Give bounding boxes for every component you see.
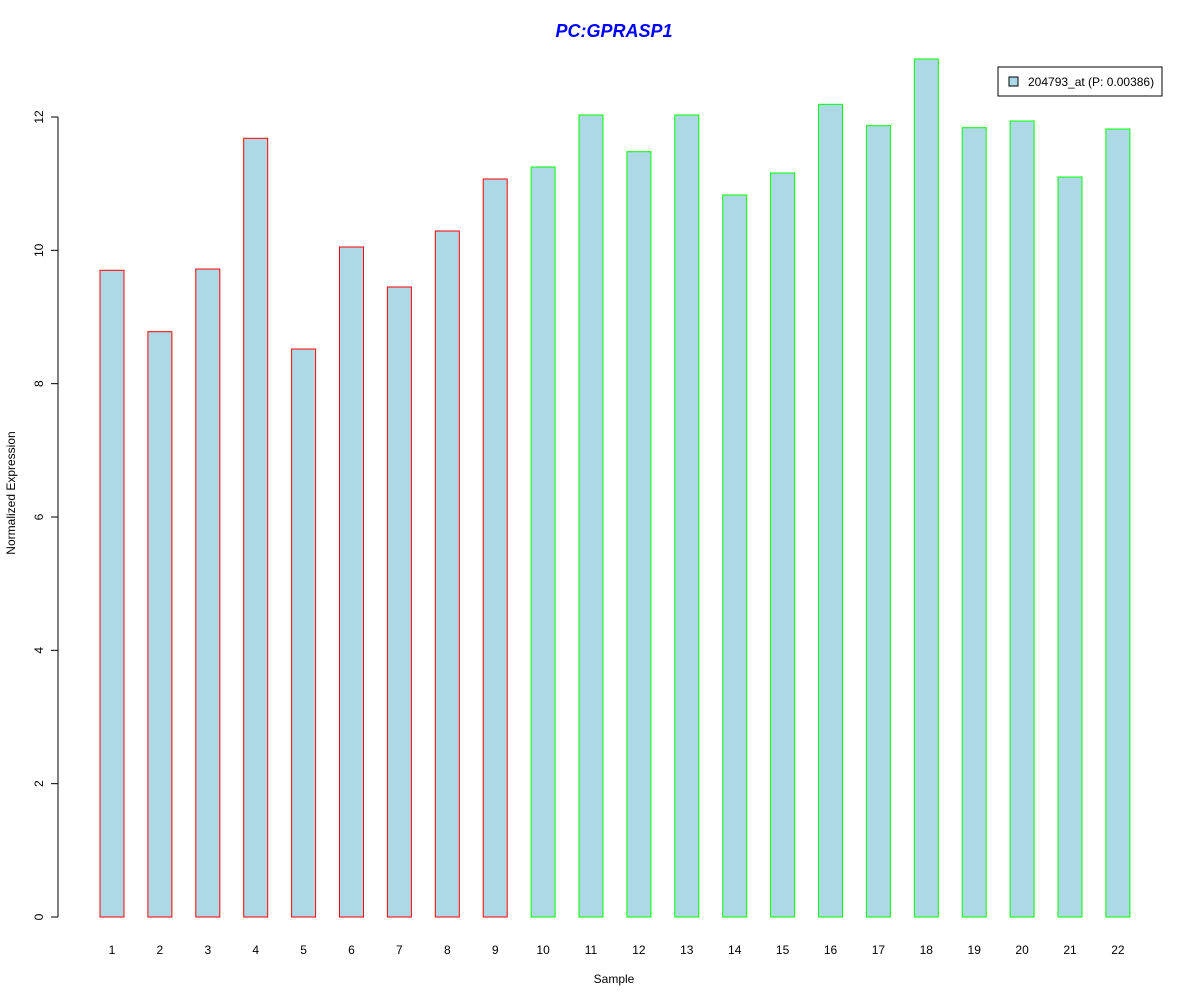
x-tick-label: 12: [632, 943, 646, 957]
x-tick-label: 1: [109, 943, 116, 957]
bar: [770, 172, 796, 918]
bar: [1057, 176, 1083, 918]
x-axis-title: Sample: [594, 972, 635, 986]
x-tick-label: 21: [1063, 943, 1077, 957]
x-tick-label: 10: [536, 943, 550, 957]
bar: [1105, 128, 1131, 918]
bar: [99, 269, 125, 918]
x-tick-label: 17: [872, 943, 886, 957]
bar: [147, 331, 173, 918]
bar: [339, 246, 364, 918]
bar: [865, 125, 891, 918]
x-tick-label: 6: [348, 943, 355, 957]
bar: [291, 348, 317, 918]
x-tick-label: 8: [444, 943, 451, 957]
bar: [530, 166, 556, 918]
y-tick-label: 12: [32, 110, 46, 124]
chart-title: PC:GPRASP1: [555, 21, 672, 41]
x-tick-label: 19: [968, 943, 982, 957]
legend-box: [997, 66, 1163, 97]
x-tick-label: 14: [728, 943, 742, 957]
x-tick-label: 2: [157, 943, 164, 957]
y-tick-label: 6: [32, 513, 46, 520]
bar: [674, 114, 700, 918]
bar: [1009, 120, 1035, 918]
bar: [722, 194, 748, 918]
bar: [195, 268, 221, 918]
x-tick-labels: 1 2 3 4 5 6 7 8 9 10 11 12 13 14 15 16 17 18 19 20 21 22: [109, 943, 1125, 957]
y-tick-label: 4: [32, 647, 46, 654]
bar: [434, 230, 460, 918]
x-tick-label: 20: [1015, 943, 1029, 957]
bar: [386, 286, 412, 918]
x-tick-label: 15: [776, 943, 790, 957]
legend-label: 204793_at (P: 0.00386): [1028, 75, 1154, 89]
y-tick-label: 8: [32, 380, 46, 387]
y-tick-label: 2: [32, 780, 46, 787]
x-tick-label: 3: [204, 943, 211, 957]
legend-swatch: [1008, 76, 1019, 87]
bar: [243, 137, 269, 918]
x-tick-label: 5: [300, 943, 307, 957]
bar: [482, 178, 508, 918]
y-axis: 0 2 4 6 8 10 12: [32, 110, 59, 920]
bar: [626, 151, 652, 918]
x-tick-label: 11: [585, 943, 598, 957]
x-tick-label: 16: [824, 943, 838, 957]
x-tick-label: 13: [680, 943, 694, 957]
bar: [818, 103, 843, 918]
legend: 204793_at (P: 0.00386): [997, 66, 1163, 97]
x-tick-label: 22: [1111, 943, 1125, 957]
y-tick-label: 10: [32, 243, 46, 257]
x-tick-label: 18: [920, 943, 934, 957]
bar: [913, 58, 939, 918]
x-tick-label: 9: [492, 943, 499, 957]
bar: [961, 127, 987, 918]
bars-group: [99, 58, 1131, 918]
y-tick-label: 0: [32, 913, 46, 920]
x-tick-label: 4: [252, 943, 259, 957]
y-axis-title: Normalized Expression: [4, 431, 18, 554]
bar: [578, 114, 604, 918]
x-tick-label: 7: [396, 943, 403, 957]
